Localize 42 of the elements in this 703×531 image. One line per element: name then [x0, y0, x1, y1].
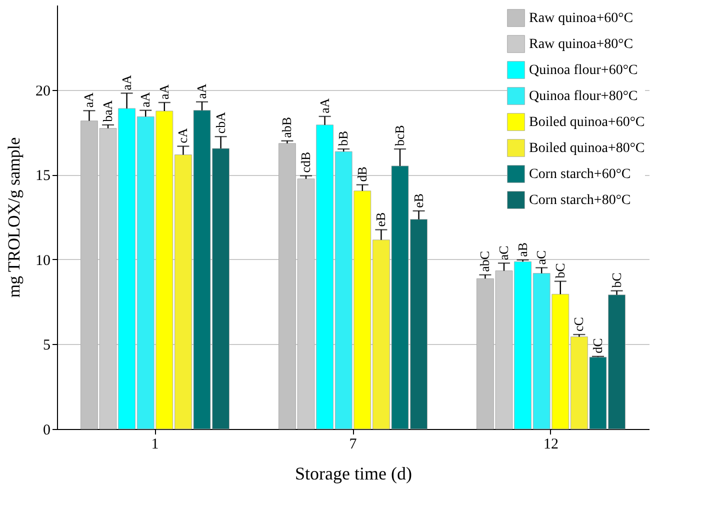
data-label: dB — [354, 166, 370, 182]
data-label: cC — [571, 317, 586, 332]
x-tick-label: 1 — [151, 436, 159, 452]
data-label: aA — [316, 98, 332, 114]
legend-label: Boiled quinoa+80°C — [529, 141, 645, 156]
x-axis-title: Storage time (d) — [295, 464, 412, 484]
data-label: aA — [138, 92, 153, 108]
data-label: dC — [590, 338, 605, 354]
data-label: aA — [81, 92, 96, 108]
data-label: abB — [279, 116, 294, 138]
y-tick-label: 0 — [43, 422, 50, 438]
data-label: aC — [496, 246, 511, 260]
data-label: bC — [552, 263, 568, 278]
data-label: eB — [373, 212, 388, 227]
legend-label: Corn starch+60°C — [529, 167, 631, 182]
x-tick-label: 7 — [349, 436, 358, 452]
y-tick-label: 5 — [43, 338, 50, 354]
y-tick-label: 20 — [36, 83, 50, 100]
legend-label: Boiled quinoa+60°C — [529, 115, 645, 130]
x-tick-label: 12 — [543, 436, 558, 452]
data-label: bcB — [392, 124, 407, 146]
data-label: aB — [514, 242, 530, 257]
data-label: baA — [100, 100, 116, 122]
data-label: aA — [118, 74, 134, 90]
data-label: aA — [194, 83, 209, 99]
data-label: bC — [608, 272, 624, 288]
y-tick-label: 15 — [36, 168, 50, 184]
legend-label: Corn starch+80°C — [529, 193, 631, 208]
data-label: eB — [410, 193, 426, 208]
data-label: cA — [175, 128, 190, 144]
data-label: aC — [534, 250, 549, 265]
data-label: cbA — [212, 111, 228, 134]
legend-label: Quinoa flour+60°C — [529, 63, 638, 78]
y-tick-label: 10 — [36, 252, 50, 269]
data-label: cdB — [298, 152, 314, 173]
y-axis-title: mg TROLOX/g sample — [4, 137, 24, 298]
legend-label: Raw quinoa+60°C — [529, 11, 634, 26]
data-label: aA — [156, 84, 172, 100]
data-label: bB — [336, 130, 351, 146]
legend-label: Raw quinoa+80°C — [529, 37, 634, 52]
legend-label: Quinoa flour+80°C — [529, 89, 638, 104]
data-label: abC — [477, 250, 492, 272]
